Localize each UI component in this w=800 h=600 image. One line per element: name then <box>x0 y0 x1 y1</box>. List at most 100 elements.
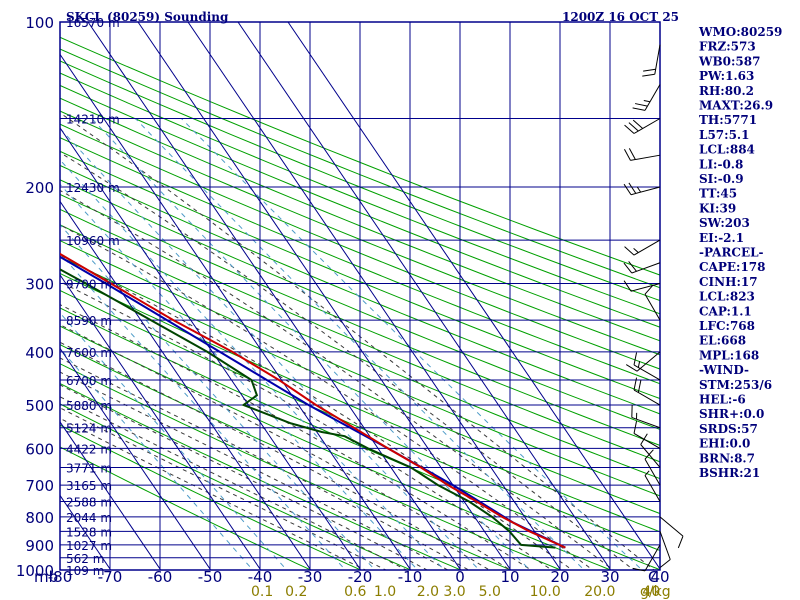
isotherm <box>60 421 162 570</box>
wind-barb <box>633 377 661 406</box>
wind-barb-half <box>633 248 639 253</box>
moist-adiabat <box>60 254 574 570</box>
wind-barb-flag <box>632 567 646 572</box>
moist-adiabat <box>60 341 491 570</box>
index-item: SRDS:57 <box>699 422 758 436</box>
wind-barb <box>632 84 661 111</box>
dry-adiabat <box>60 224 660 480</box>
index-item: L57:5.1 <box>699 128 749 142</box>
isotherm <box>60 274 262 570</box>
wind-barb <box>644 470 661 502</box>
isotherm <box>287 22 660 570</box>
temperature-tick-label: -10 <box>398 568 423 586</box>
wind-barbs <box>623 44 684 572</box>
wind-barb-flag <box>643 68 656 72</box>
height-label: 5124 m <box>66 422 112 436</box>
isotherm <box>237 22 612 570</box>
wind-barb <box>623 148 661 161</box>
moist-adiabat <box>60 189 615 570</box>
dry-adiabat <box>60 424 362 570</box>
mixing-ratio-label: 0.1 <box>251 584 273 600</box>
wind-barb-flag <box>624 124 635 134</box>
moist-adiabat <box>60 151 635 570</box>
temperature-tick-label: -20 <box>348 568 373 586</box>
isotherm <box>60 53 412 570</box>
temperature-tick-label: -40 <box>248 568 273 586</box>
mixing-ratio-label: 40 <box>642 584 660 600</box>
temperature-tick-label: -80 <box>48 568 73 586</box>
wind-barb-staff <box>630 282 661 292</box>
index-item: SI:-0.9 <box>699 172 744 186</box>
wind-barb-flag <box>644 449 654 460</box>
pressure-tick-label: 200 <box>25 179 54 197</box>
pressure-tick-label: 400 <box>25 344 54 362</box>
wind-barb <box>644 449 661 486</box>
moist-adiabat <box>60 281 553 570</box>
mixing-ratio-unit: g/kg <box>640 584 671 600</box>
height-label: 6700 m <box>66 374 112 388</box>
wind-barb-flag <box>623 262 633 274</box>
wind-barb-staff <box>644 458 661 486</box>
index-item: WMO:80259 <box>698 25 782 39</box>
wind-barb <box>623 261 661 274</box>
height-label: 109 m <box>66 564 104 578</box>
wind-barb-staff <box>659 516 684 537</box>
moist-adiabat <box>60 357 470 570</box>
height-labels: 16570 m 14210 m 12430 m 10960 m 9700 m 8590 m… <box>66 16 120 578</box>
height-label: 4422 m <box>66 442 112 456</box>
index-item: SHR+:0.0 <box>699 407 764 421</box>
dry-adiabat <box>60 110 660 356</box>
wind-barb-flag <box>628 182 637 194</box>
dry-adiabat <box>60 137 660 385</box>
isotherm <box>87 22 462 570</box>
wind-barb-flag <box>628 261 637 272</box>
wind-barb-half <box>636 186 642 193</box>
index-item: STM:253/6 <box>699 378 772 392</box>
wind-barb-staff <box>631 416 661 429</box>
mixing-ratio-label: 10.0 <box>530 584 561 600</box>
wind-barb <box>631 404 661 429</box>
dry-adiabat <box>60 60 660 302</box>
wind-barb-staff <box>644 293 661 321</box>
index-item: BSHR:21 <box>699 466 760 480</box>
height-label: 14210 m <box>66 112 120 126</box>
pressure-tick-label: 500 <box>25 397 54 415</box>
wind-barb-flag <box>625 364 638 372</box>
pressure-tick-label: 100 <box>25 14 54 32</box>
dry-adiabat <box>60 272 660 533</box>
dry-adiabat <box>60 208 660 463</box>
wind-barb-flag <box>660 559 671 568</box>
index-item: CAPE:178 <box>699 260 766 274</box>
dry-adiabat <box>60 193 660 446</box>
wind-barb-flag <box>623 280 632 292</box>
sounding-profiles <box>60 252 566 549</box>
moist-adiabat <box>60 396 408 570</box>
index-item: SW:203 <box>699 216 750 230</box>
wind-barb-staff <box>640 444 661 468</box>
wind-barb <box>633 352 661 381</box>
temperature-tick-label: 10 <box>500 568 519 586</box>
temperature-tick-label: 30 <box>600 568 619 586</box>
temperature-tick-label: -50 <box>198 568 223 586</box>
height-label: 2044 m <box>66 511 112 525</box>
wind-barb-flag <box>623 149 631 161</box>
index-item: -WIND- <box>699 363 749 377</box>
dry-adiabat <box>60 179 660 430</box>
index-item: -PARCEL- <box>699 246 764 260</box>
axis-labels: 0.1 0.2 0.6 1.0 2.0 3.0 5.0 10.0 20.0 40g/kg10020… <box>16 14 671 600</box>
plot-frame <box>59 21 661 571</box>
isotherm <box>60 200 312 570</box>
wind-barb <box>632 544 661 572</box>
parcel-profile <box>60 255 566 549</box>
wind-barb-staff <box>636 351 661 372</box>
dry-adiabat <box>60 48 660 289</box>
pressure-tick-label: 1000 <box>16 562 54 580</box>
mixing-ratio-label: 20.0 <box>584 584 615 600</box>
index-item: LI:-0.8 <box>699 157 743 171</box>
pressure-tick-label: 600 <box>25 440 54 458</box>
wind-barb-flag <box>642 73 655 77</box>
mixing-ratio-label: 1.0 <box>374 584 396 600</box>
moist-adiabat <box>60 407 387 570</box>
isotherm <box>60 126 362 570</box>
wind-barb <box>659 531 671 568</box>
